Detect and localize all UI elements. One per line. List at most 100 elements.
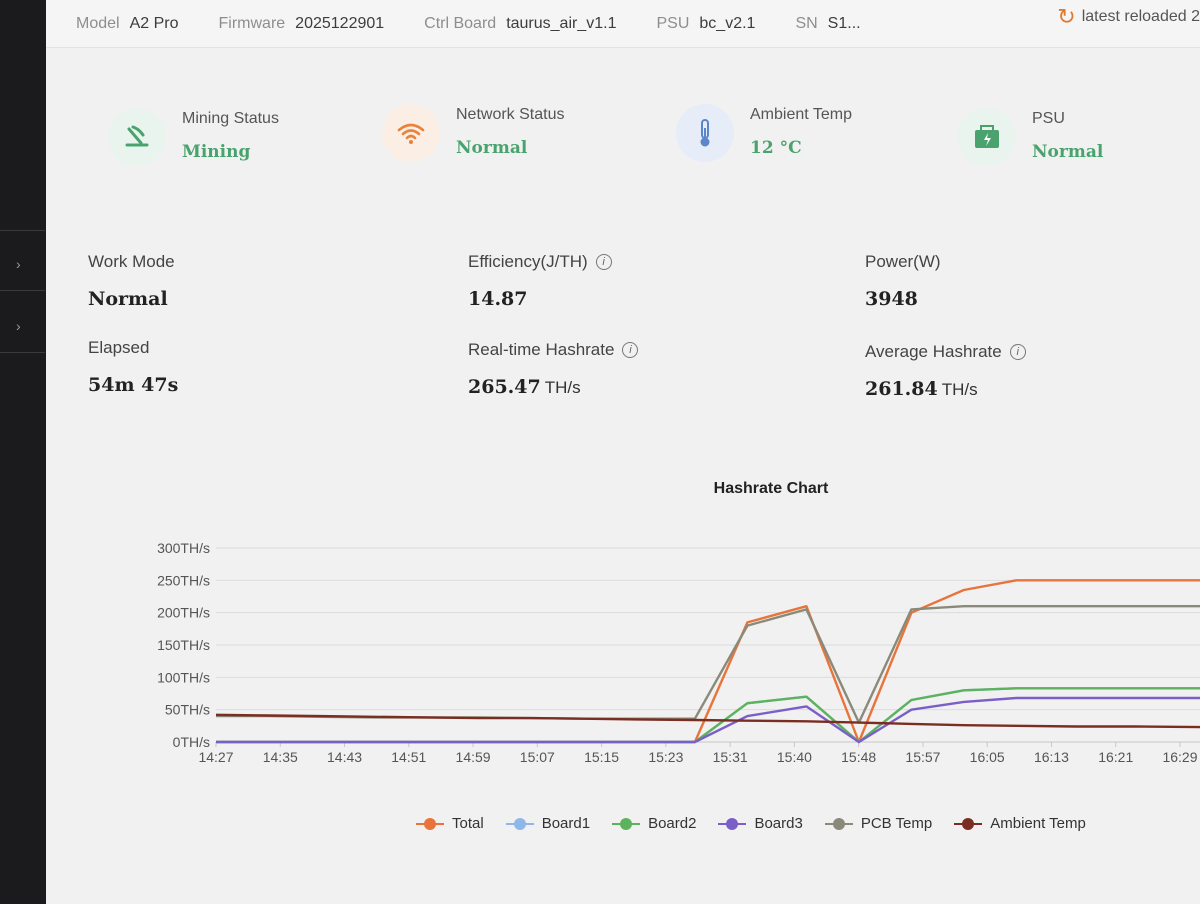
wifi-icon <box>382 104 440 162</box>
psu-status-value: Normal <box>1032 142 1104 162</box>
hashrate-chart-svg: 0TH/s 50TH/s 100TH/s 150TH/s 200TH/s 250TH/s 3… <box>157 540 1200 765</box>
chart-title: Hashrate Chart <box>713 480 829 497</box>
ambient-temp-value: 12 °C <box>750 138 802 158</box>
metrics-panel: Work Mode Normal Efficiency(J/TH) i 14.87… <box>46 240 1200 420</box>
y-tick-label: 200TH/s <box>157 605 210 621</box>
realtime-hashrate-unit: TH/s <box>544 378 581 397</box>
legend-symbol <box>718 817 747 830</box>
chart-legend: Total Board1 Board2 Board3 PCB Temp Ambient T… <box>416 815 1086 832</box>
y-tick-label: 300TH/s <box>157 540 210 556</box>
legend-item[interactable]: PCB Temp <box>824 815 933 832</box>
average-hashrate-value: 261.84 <box>865 378 938 400</box>
average-hashrate-metric: Average Hashrate i 261.84 TH/s <box>865 342 1026 400</box>
ctrl-board-label: Ctrl Board <box>424 14 497 32</box>
series-line <box>216 696 1200 744</box>
status-row: Mining Status Mining Network Status Norm… <box>46 96 1200 214</box>
info-icon[interactable]: i <box>1009 344 1026 360</box>
sn-label: SN <box>795 14 818 32</box>
legend-symbol <box>612 817 641 830</box>
elapsed-label: Elapsed <box>88 338 150 357</box>
psu-value: bc_v2.1 <box>699 14 756 32</box>
legend-label: Total <box>452 815 484 832</box>
work-mode-metric: Work Mode Normal <box>88 252 175 310</box>
firmware-value: 2025122901 <box>295 14 385 32</box>
power-value: 3948 <box>865 288 918 310</box>
series-line <box>216 604 1200 724</box>
battery-icon <box>958 108 1016 166</box>
legend-item[interactable]: Ambient Temp <box>954 815 1086 832</box>
x-tick-label: 14:51 <box>391 749 426 765</box>
realtime-hashrate-label: Real-time Hashrate <box>468 340 615 359</box>
efficiency-label: Efficiency(J/TH) <box>468 252 588 271</box>
mining-status-label: Mining Status <box>182 110 279 127</box>
x-tick-label: 15:31 <box>713 749 748 765</box>
device-info-bar: Model A2 Pro Firmware 2025122901 Ctrl Bo… <box>46 0 1200 48</box>
dashboard: Model A2 Pro Firmware 2025122901 Ctrl Bo… <box>46 0 1200 904</box>
psu-label: PSU <box>656 14 690 32</box>
work-mode-label: Work Mode <box>88 252 175 271</box>
sn-value: S1... <box>827 14 861 32</box>
x-tick-label: 14:59 <box>456 749 491 765</box>
info-icon[interactable]: i <box>595 254 612 270</box>
reload-button[interactable]: ↻ latest reloaded 2 <box>1057 4 1200 30</box>
chevron-right-icon[interactable]: › <box>16 256 21 272</box>
legend-item[interactable]: Board2 <box>612 815 696 832</box>
network-status-card: Network Status Normal <box>382 92 564 162</box>
x-tick-label: 15:15 <box>584 749 619 765</box>
average-hashrate-unit: TH/s <box>941 380 978 399</box>
x-tick-label: 15:23 <box>648 749 683 765</box>
legend-item[interactable]: Board3 <box>718 815 803 832</box>
network-status-value: Normal <box>456 138 528 158</box>
refresh-icon: ↻ <box>1057 4 1076 29</box>
x-tick-label: 16:29 <box>1162 749 1197 765</box>
legend-label: Board2 <box>648 815 697 832</box>
power-label: Power(W) <box>865 252 941 271</box>
work-mode-value: Normal <box>88 288 168 310</box>
model-value: A2 Pro <box>129 14 179 32</box>
network-status-label: Network Status <box>456 106 565 123</box>
legend-item[interactable]: Total <box>416 815 484 832</box>
reload-text: latest reloaded 2 <box>1081 8 1200 25</box>
x-tick-label: 14:27 <box>198 749 233 765</box>
legend-symbol <box>505 817 534 830</box>
x-tick-label: 15:57 <box>905 749 940 765</box>
y-tick-label: 250TH/s <box>157 572 210 588</box>
x-tick-label: 15:07 <box>520 749 555 765</box>
model-label: Model <box>76 14 120 32</box>
legend-label: PCB Temp <box>860 815 933 832</box>
series-line <box>215 713 1200 729</box>
efficiency-metric: Efficiency(J/TH) i 14.87 <box>468 252 612 310</box>
realtime-hashrate-metric: Real-time Hashrate i 265.47 TH/s <box>468 340 639 398</box>
average-hashrate-label: Average Hashrate <box>865 342 1002 361</box>
legend-symbol <box>416 817 444 830</box>
x-tick-label: 14:43 <box>327 749 362 765</box>
legend-symbol <box>954 817 983 830</box>
thermometer-icon <box>676 104 734 162</box>
mining-status-card: Mining Status Mining <box>108 96 279 166</box>
x-tick-label: 15:40 <box>777 749 812 765</box>
elapsed-metric: Elapsed 54m 47s <box>88 338 178 396</box>
ambient-temp-label: Ambient Temp <box>750 106 852 123</box>
legend-label: Ambient Temp <box>990 815 1086 832</box>
y-tick-label: 100TH/s <box>157 669 210 685</box>
legend-item[interactable]: Board1 <box>505 815 591 832</box>
chevron-right-icon[interactable]: › <box>16 318 21 334</box>
legend-symbol <box>824 817 853 830</box>
legend-label: Board1 <box>541 815 591 832</box>
psu-status-label: PSU <box>1032 110 1065 127</box>
legend-label: Board3 <box>754 815 803 832</box>
ctrl-board-value: taurus_air_v1.1 <box>506 14 617 32</box>
info-icon[interactable]: i <box>622 342 639 358</box>
x-tick-label: 16:13 <box>1034 749 1069 765</box>
hashrate-chart: 0TH/s 50TH/s 100TH/s 150TH/s 200TH/s 250TH/s 3… <box>46 520 1200 800</box>
efficiency-value: 14.87 <box>468 288 528 310</box>
y-tick-label: 0TH/s <box>173 734 210 750</box>
mining-status-value: Mining <box>182 142 251 162</box>
firmware-label: Firmware <box>218 14 286 32</box>
ambient-temp-card: Ambient Temp 12 °C <box>676 92 852 162</box>
y-tick-label: 150TH/s <box>157 637 210 653</box>
x-tick-label: 15:48 <box>841 749 876 765</box>
elapsed-value: 54m 47s <box>88 374 179 396</box>
realtime-hashrate-value: 265.47 <box>468 376 541 398</box>
y-tick-label: 50TH/s <box>165 702 210 718</box>
